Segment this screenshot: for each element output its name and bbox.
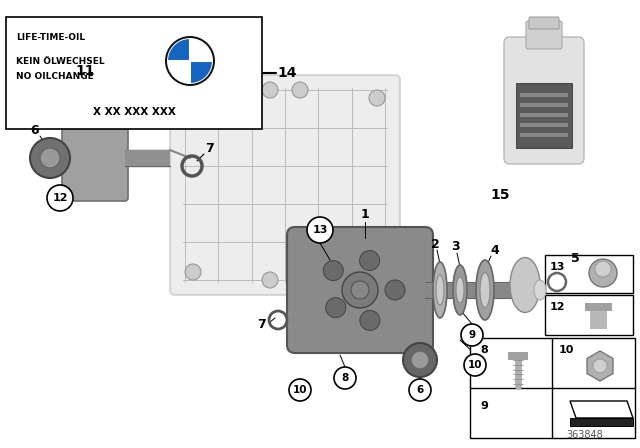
Ellipse shape [436,275,444,305]
Ellipse shape [534,280,546,300]
Text: 363848: 363848 [566,430,604,440]
Circle shape [185,90,201,106]
Ellipse shape [480,272,490,307]
Circle shape [323,261,343,280]
Bar [520,123,568,127]
Text: X XX XXX XXX: X XX XXX XXX [93,107,175,117]
Circle shape [351,281,369,299]
Circle shape [593,359,607,373]
FancyBboxPatch shape [526,21,562,49]
Circle shape [292,272,308,288]
Circle shape [165,36,215,86]
Polygon shape [587,351,613,381]
Circle shape [369,264,385,280]
Circle shape [167,38,213,84]
Circle shape [385,280,405,300]
Bar [520,133,568,137]
Bar [520,113,568,117]
Text: 15: 15 [490,188,509,202]
Text: NO OILCHANGE: NO OILCHANGE [16,72,93,81]
Wedge shape [190,61,212,83]
Text: 9: 9 [480,401,488,411]
Text: 8: 8 [341,373,349,383]
Circle shape [185,264,201,280]
Bar [520,93,568,97]
Ellipse shape [433,262,447,318]
Circle shape [589,259,617,287]
Text: 10: 10 [292,385,307,395]
Text: KEIN ÖLWECHSEL: KEIN ÖLWECHSEL [16,57,104,66]
Ellipse shape [510,258,540,313]
Text: 5: 5 [571,251,579,264]
Text: 2: 2 [431,237,440,250]
Ellipse shape [476,260,494,320]
Bar [516,83,572,148]
Circle shape [595,261,611,277]
Circle shape [409,379,431,401]
FancyBboxPatch shape [62,115,128,201]
FancyBboxPatch shape [529,17,559,29]
Text: 6: 6 [31,124,39,137]
Circle shape [292,82,308,98]
Text: 3: 3 [451,241,460,254]
Circle shape [464,354,486,376]
Circle shape [403,343,437,377]
Text: 4: 4 [491,244,499,257]
Text: 11: 11 [76,64,95,78]
Bar [545,255,633,293]
Circle shape [369,90,385,106]
Circle shape [289,379,311,401]
Text: 13: 13 [312,225,328,235]
Bar [520,103,568,107]
Text: 14: 14 [277,66,297,80]
Text: LIFE-TIME-OIL: LIFE-TIME-OIL [16,33,85,42]
Wedge shape [168,39,190,61]
Text: 6: 6 [417,385,424,395]
FancyBboxPatch shape [170,75,400,295]
Circle shape [342,272,378,308]
Text: 7: 7 [205,142,214,155]
Text: 12: 12 [549,302,564,312]
Text: 8: 8 [480,345,488,355]
Circle shape [40,148,60,168]
Circle shape [360,310,380,331]
Text: 10: 10 [558,345,573,355]
Circle shape [30,138,70,178]
Circle shape [360,250,380,271]
Text: 12: 12 [52,193,68,203]
Circle shape [461,324,483,346]
Text: 7: 7 [258,319,266,332]
Polygon shape [570,418,633,426]
Bar [470,338,635,438]
Polygon shape [570,401,633,418]
Ellipse shape [456,277,464,303]
FancyBboxPatch shape [287,227,433,353]
Circle shape [168,39,212,83]
Circle shape [334,367,356,389]
Circle shape [262,82,278,98]
Circle shape [47,185,73,211]
Circle shape [262,272,278,288]
FancyBboxPatch shape [504,37,584,164]
Circle shape [307,217,333,243]
Text: 9: 9 [468,330,476,340]
Bar [6,17,262,129]
Circle shape [411,351,429,369]
Circle shape [326,297,346,318]
Text: 1: 1 [360,208,369,221]
Ellipse shape [453,265,467,315]
Text: 13: 13 [549,262,564,272]
Text: 10: 10 [468,360,483,370]
Bar [545,295,633,335]
